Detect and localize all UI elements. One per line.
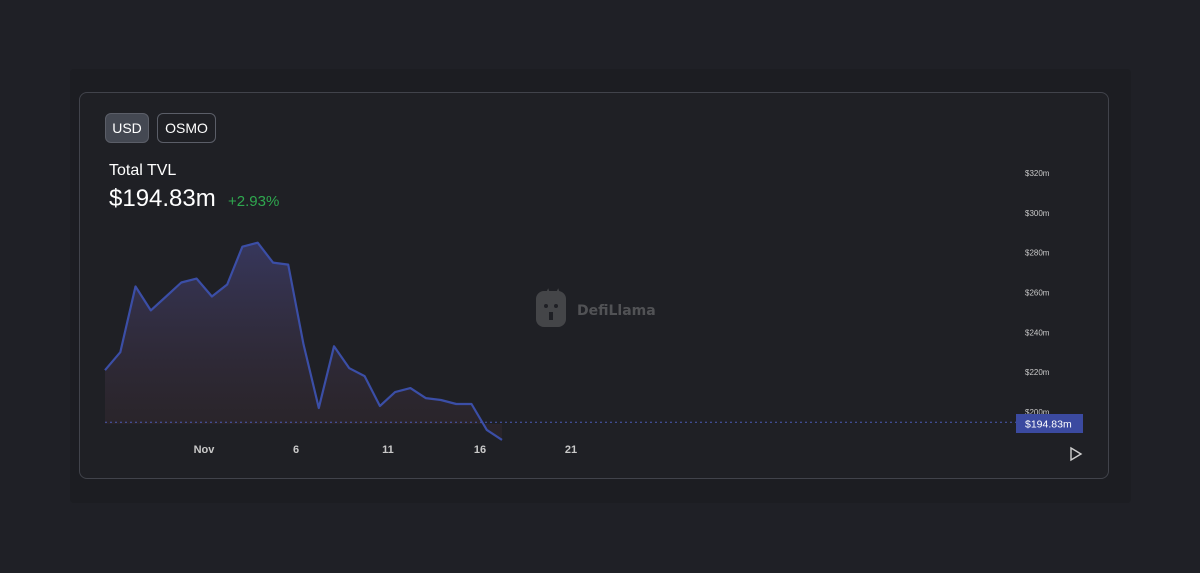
y-tick-label: $280m (1025, 249, 1050, 258)
y-tick-label: $220m (1025, 368, 1050, 377)
x-tick-label: Nov (194, 444, 216, 456)
y-tick-label: $300m (1025, 209, 1050, 218)
watermark-text: DefiLlama (577, 303, 656, 319)
y-tick-label: $240m (1025, 328, 1050, 337)
usd-toggle-button[interactable]: USD (105, 113, 149, 143)
y-tick-label: $320m (1025, 169, 1050, 178)
x-tick-label: 11 (382, 444, 394, 456)
x-axis: Nov 6 11 16 21 (194, 444, 578, 456)
osmo-toggle-button[interactable]: OSMO (157, 113, 216, 143)
tvl-series-line (104, 241, 503, 441)
tvl-change: +2.93% (228, 193, 280, 210)
tvl-value: $194.83m (109, 185, 216, 212)
current-price-label: $194.83m (1025, 419, 1072, 431)
x-tick-label: 21 (565, 444, 577, 456)
defillama-watermark: DefiLlama (536, 288, 656, 327)
play-icon[interactable] (1069, 446, 1083, 462)
y-tick-label: $260m (1025, 289, 1050, 298)
current-price-tag: $194.83m (1016, 414, 1083, 433)
llama-logo-icon (536, 288, 566, 327)
y-tick-label: $200m (1025, 408, 1050, 417)
y-axis: $200m $220m $240m $260m $280m $300m $320m (1025, 169, 1050, 417)
chart-title: Total TVL (109, 162, 177, 179)
plot-area (104, 241, 1016, 441)
x-tick-label: 6 (293, 444, 299, 456)
x-tick-label: 16 (474, 444, 486, 456)
